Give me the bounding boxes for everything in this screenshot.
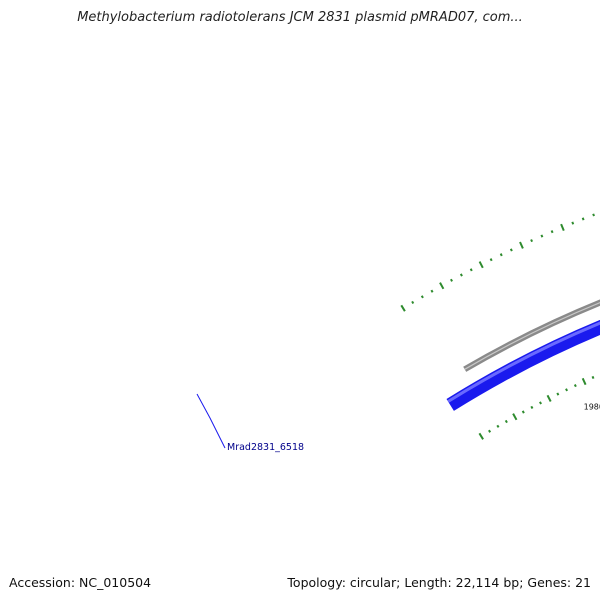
gene-callout[interactable]: Mrad2831_6518 [196,393,304,453]
outer-scale-tick [571,221,575,225]
inner-scale-tick [521,410,525,414]
outer-scale-tick [499,253,503,257]
position-label: 19800 bp [584,403,600,412]
outer-scale-tick [400,304,406,312]
inner-scale-tick [478,432,484,440]
plasmid-backbone-highlight [464,302,600,370]
outer-tick-ring [400,213,595,312]
outer-scale-tick [469,268,473,272]
outer-scale-tick [439,282,445,290]
outer-scale-tick [430,289,434,293]
genome-summary: Topology: circular; Length: 22,114 bp; G… [287,575,591,590]
outer-scale-tick [411,300,415,304]
outer-scale-tick [519,241,524,249]
inner-scale-tick [496,424,500,428]
inner-scale-tick [573,384,577,388]
outer-scale-tick [540,234,544,238]
inner-scale-tick [546,394,552,402]
gene-track [446,263,600,411]
inner-scale-tick [488,429,492,433]
outer-scale-tick [560,223,565,231]
outer-scale-tick [459,273,463,277]
outer-scale-tick [530,239,534,243]
gene-mrad2831-6518[interactable] [446,263,600,411]
gene-label-mrad2831-6518[interactable]: Mrad2831_6518 [227,442,304,453]
gene-callout-line [196,393,226,449]
inner-scale-tick [565,388,568,392]
inner-scale-tick [504,419,508,424]
position-labels: 19800 bp20000 bp20200 bp20400 bp20600 bp… [584,403,600,412]
inner-scale-tick [512,413,518,421]
plasmid-backbone [463,299,600,372]
inner-scale-tick [556,392,560,396]
inner-scale-tick [539,401,542,405]
outer-scale-tick [550,230,554,234]
plasmid-title: Methylobacterium radiotolerans JCM 2831 … [77,10,523,25]
outer-scale-tick [581,217,585,221]
inner-scale-tick [530,405,534,409]
outer-scale-tick [592,213,595,217]
accession-label: Accession: NC_010504 [9,575,152,590]
outer-scale-tick [509,248,513,252]
gene-mrad2831-6518-body[interactable] [446,263,600,411]
outer-scale-tick [450,278,453,282]
inner-tick-ring [478,375,595,440]
outer-scale-tick [489,258,493,262]
inner-scale-tick [581,377,587,386]
inner-scale-tick [591,375,595,379]
outer-scale-tick [478,261,484,269]
outer-scale-tick [420,295,424,299]
gene-mrad2831-6518-shading [447,321,600,403]
